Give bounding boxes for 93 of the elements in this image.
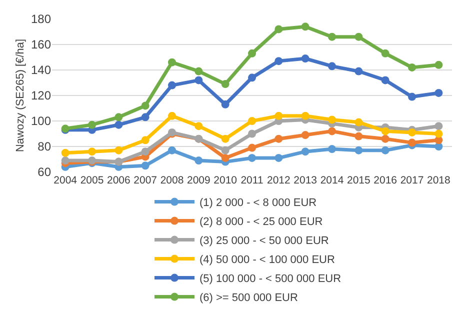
point	[274, 134, 283, 143]
point	[354, 146, 363, 154]
point	[328, 116, 336, 124]
point	[381, 146, 390, 154]
point	[168, 112, 176, 120]
point	[248, 117, 256, 125]
point	[328, 32, 336, 41]
point	[408, 92, 416, 101]
legend-label: (2) 8 000 - < 25 000 EUR	[200, 216, 323, 228]
point	[168, 81, 176, 90]
point	[221, 146, 230, 154]
point	[301, 148, 310, 156]
legend-label: (5) 100 000 - < 500 000 EUR	[200, 273, 342, 286]
point	[221, 134, 230, 143]
point	[88, 120, 96, 129]
y-tick-label: 180	[30, 12, 52, 26]
y-tick-label: 160	[30, 38, 52, 52]
point	[194, 76, 203, 84]
point	[248, 49, 256, 58]
point	[301, 112, 310, 120]
y-tick-label: 140	[30, 63, 52, 78]
point	[194, 67, 203, 76]
point	[141, 162, 150, 170]
point	[434, 122, 443, 130]
x-tick-label: 2009	[186, 174, 211, 186]
point	[141, 113, 150, 122]
point	[274, 154, 283, 162]
point	[61, 156, 70, 165]
point	[114, 120, 123, 129]
point	[354, 32, 363, 41]
legend-label: (3) 25 000 - < 50 000 EUR	[200, 235, 329, 248]
point	[248, 130, 256, 138]
point	[114, 146, 123, 154]
point	[301, 54, 310, 63]
x-tick-label: 2005	[80, 174, 104, 186]
point	[434, 60, 443, 69]
point	[141, 102, 150, 110]
point	[381, 127, 390, 136]
y-tick-label: 60	[38, 165, 52, 180]
point	[61, 148, 70, 157]
point	[434, 130, 443, 138]
point	[381, 76, 390, 84]
x-tick-label: 2011	[240, 174, 264, 186]
point	[274, 112, 283, 120]
x-tick-label: 2006	[106, 174, 131, 186]
point	[301, 22, 310, 31]
point	[408, 63, 416, 72]
point	[88, 148, 96, 156]
x-tick-label: 2008	[160, 174, 184, 186]
x-tick-label: 2012	[266, 174, 291, 186]
y-tick-label: 100	[30, 114, 52, 128]
point	[301, 131, 310, 140]
x-tick-label: 2010	[214, 174, 238, 186]
point	[194, 122, 203, 130]
point	[221, 154, 230, 162]
legend-label: (6) >= 500 000 EUR	[200, 292, 298, 304]
point	[248, 74, 256, 82]
x-tick-label: 2013	[294, 174, 318, 186]
point	[114, 113, 123, 122]
point	[354, 132, 363, 140]
point	[381, 49, 390, 58]
point	[354, 67, 363, 76]
x-tick-label: 2014	[320, 174, 344, 186]
y-tick-label: 120	[30, 88, 52, 103]
x-tick-label: 2018	[426, 174, 451, 186]
point	[248, 154, 256, 162]
point	[434, 88, 443, 97]
legend-label: (4) 50 000 - < 100 000 EUR	[200, 254, 335, 266]
point	[274, 25, 283, 34]
x-tick-label: 2007	[134, 174, 158, 186]
x-tick-label: 2015	[346, 174, 371, 186]
point	[194, 156, 203, 165]
legend-label: (1) 2 000 - < 8 000 EUR	[200, 197, 317, 210]
x-tick-label: 2017	[400, 174, 424, 186]
point	[221, 80, 230, 88]
point	[328, 62, 336, 70]
point	[408, 128, 416, 136]
point	[248, 144, 256, 152]
x-tick-label: 2004	[54, 174, 78, 186]
x-tick-label: 2016	[374, 174, 398, 186]
point	[328, 127, 336, 136]
point	[354, 118, 363, 126]
point	[168, 146, 176, 154]
y-tick-label: 80	[38, 140, 52, 154]
point	[141, 136, 150, 144]
point	[408, 138, 416, 147]
point	[274, 57, 283, 66]
point	[221, 100, 230, 108]
point	[328, 145, 336, 154]
point	[141, 148, 150, 156]
point	[381, 134, 390, 143]
point	[168, 58, 176, 66]
y-axis-title: Nawozy (SE265) [€/ha]	[14, 38, 27, 152]
